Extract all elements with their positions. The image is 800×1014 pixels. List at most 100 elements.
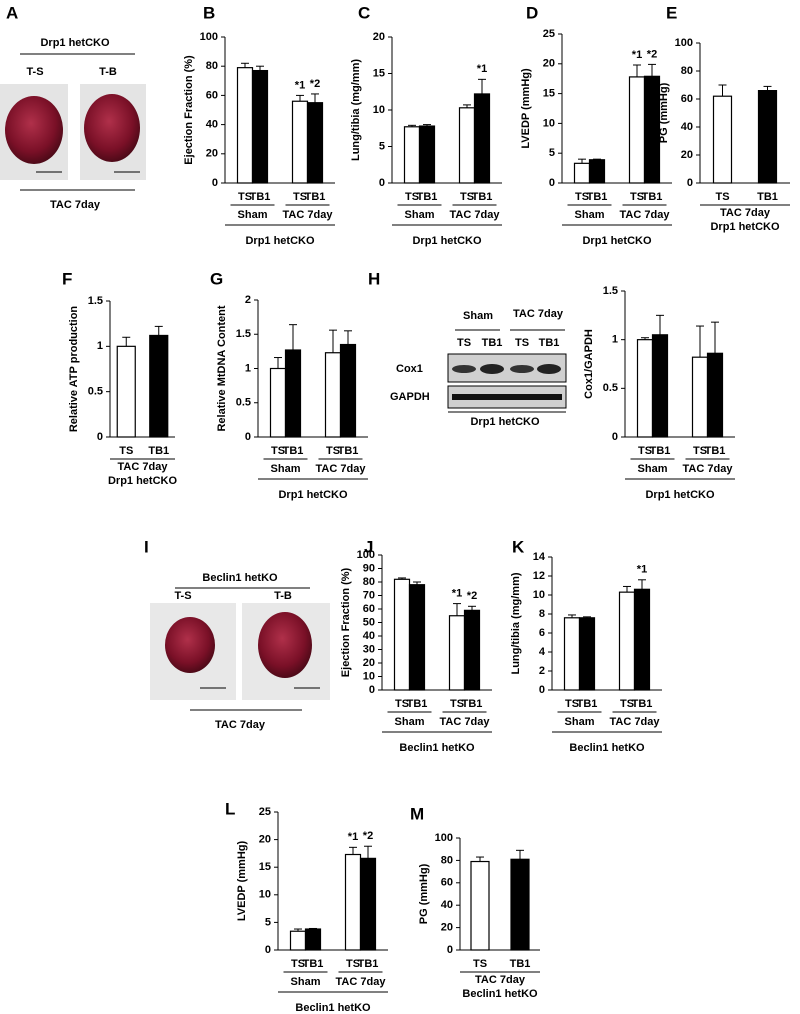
sample-label: T-S <box>26 66 43 78</box>
y-tick-label: 70 <box>363 589 375 601</box>
heart <box>165 617 215 673</box>
bar <box>563 617 581 691</box>
heart <box>258 612 312 678</box>
group-label: Drp1 hetCKO <box>245 235 315 247</box>
x-tick-label: TB1 <box>472 191 493 203</box>
y-axis-title: PG (mmHg) <box>658 82 670 143</box>
group-label: Beclin1 hetKO <box>399 742 475 754</box>
bar <box>324 352 342 438</box>
y-axis-title: Cox1/GAPDH <box>583 329 595 399</box>
bar <box>236 67 254 184</box>
y-tick-label: 6 <box>539 627 545 639</box>
y-tick-label: 25 <box>259 806 271 818</box>
y-tick-label: 60 <box>681 93 693 105</box>
bar <box>473 93 491 184</box>
x-tick-label: TB1 <box>358 958 379 970</box>
group-label: Beclin1 hetKO <box>569 742 645 754</box>
y-tick-label: 15 <box>543 88 555 100</box>
y-tick-label: 20 <box>206 148 218 160</box>
bar <box>651 334 669 438</box>
bar <box>470 860 490 951</box>
significance-label: *1 <box>477 63 487 75</box>
significance-label: *1 <box>348 831 358 843</box>
group-label: Beclin1 hetKO <box>462 988 538 1000</box>
y-tick-label: 40 <box>363 630 375 642</box>
y-tick-label: 0 <box>265 944 271 956</box>
lane-label: TB1 <box>539 337 560 349</box>
sample-label: T-B <box>274 590 292 602</box>
category-label: Sham <box>238 209 268 221</box>
group-label: Drp1 hetCKO <box>645 489 715 501</box>
y-tick-label: 0 <box>212 177 218 189</box>
x-tick-label: TS <box>450 698 464 710</box>
category-label: Sham <box>638 463 668 475</box>
y-axis-title: Lung/tibia (mg/mm) <box>350 59 362 161</box>
x-tick-label: TS <box>620 698 634 710</box>
y-tick-label: 1 <box>245 362 251 374</box>
heart <box>5 96 63 164</box>
significance-label: *1 <box>295 79 305 91</box>
panel-letter: L <box>225 799 235 818</box>
x-tick-label: TB1 <box>587 191 608 203</box>
band <box>452 394 562 400</box>
x-tick-label: TS <box>291 958 305 970</box>
bar <box>463 609 481 691</box>
bar <box>403 126 421 184</box>
bar <box>344 853 362 951</box>
bar <box>573 162 591 184</box>
panel-letter: J <box>364 537 373 556</box>
y-tick-label: 0 <box>369 684 375 696</box>
y-tick-label: 100 <box>200 31 218 43</box>
panel-letter: H <box>368 269 380 288</box>
lane-label: TB1 <box>482 337 503 349</box>
group-label: Drp1 hetCKO <box>278 489 348 501</box>
significance-label: *2 <box>647 48 657 60</box>
x-tick-label: TS <box>346 958 360 970</box>
bar <box>289 930 307 951</box>
bar <box>691 356 709 438</box>
category-label: TAC 7day <box>475 974 526 986</box>
y-axis-title: Ejection Fraction (%) <box>183 55 195 165</box>
group-label: Drp1 hetCKO <box>470 416 540 428</box>
y-tick-label: 1.5 <box>603 285 618 297</box>
row-label: GAPDH <box>390 391 430 403</box>
x-tick-label: TS <box>119 445 133 457</box>
y-axis-title: Ejection Fraction (%) <box>340 567 352 677</box>
bar <box>588 159 606 184</box>
x-tick-label: TB1 <box>632 698 653 710</box>
group-label: Drp1 hetCKO <box>108 475 178 487</box>
group-label: Drp1 hetCKO <box>710 221 780 233</box>
bar <box>418 125 436 184</box>
x-tick-label: TS <box>405 191 419 203</box>
bar <box>636 339 654 438</box>
x-tick-label: TB1 <box>303 958 324 970</box>
photo-panel: A Drp1 hetCKO T-S T-B TAC 7day <box>0 3 146 211</box>
category-label: Sham <box>565 716 595 728</box>
y-tick-label: 60 <box>206 89 218 101</box>
category-label: Sham <box>395 716 425 728</box>
group-label: Beclin1 hetKO <box>202 572 278 584</box>
panel-letter: G <box>210 269 223 288</box>
y-tick-label: 80 <box>206 60 218 72</box>
x-tick-label: TB1 <box>510 958 531 970</box>
category-label: TAC 7day <box>316 463 367 475</box>
y-tick-label: 80 <box>363 576 375 588</box>
y-axis-title: PG (mmHg) <box>418 863 430 924</box>
category-label: TAC 7day <box>118 461 169 473</box>
significance-label: *1 <box>452 588 462 600</box>
lane-label: TS <box>515 337 529 349</box>
y-tick-label: 0 <box>549 177 555 189</box>
panel-letter: D <box>526 3 538 22</box>
x-tick-label: TS <box>473 958 487 970</box>
bar <box>393 578 411 691</box>
x-tick-label: TB1 <box>305 191 326 203</box>
x-tick-label: TS <box>326 445 340 457</box>
y-tick-label: 15 <box>373 67 385 79</box>
bar <box>291 100 309 184</box>
y-tick-label: 0 <box>245 431 251 443</box>
y-tick-label: 0 <box>379 177 385 189</box>
band <box>510 365 534 373</box>
category-label: TAC 7day <box>440 716 491 728</box>
y-tick-label: 5 <box>379 140 385 152</box>
